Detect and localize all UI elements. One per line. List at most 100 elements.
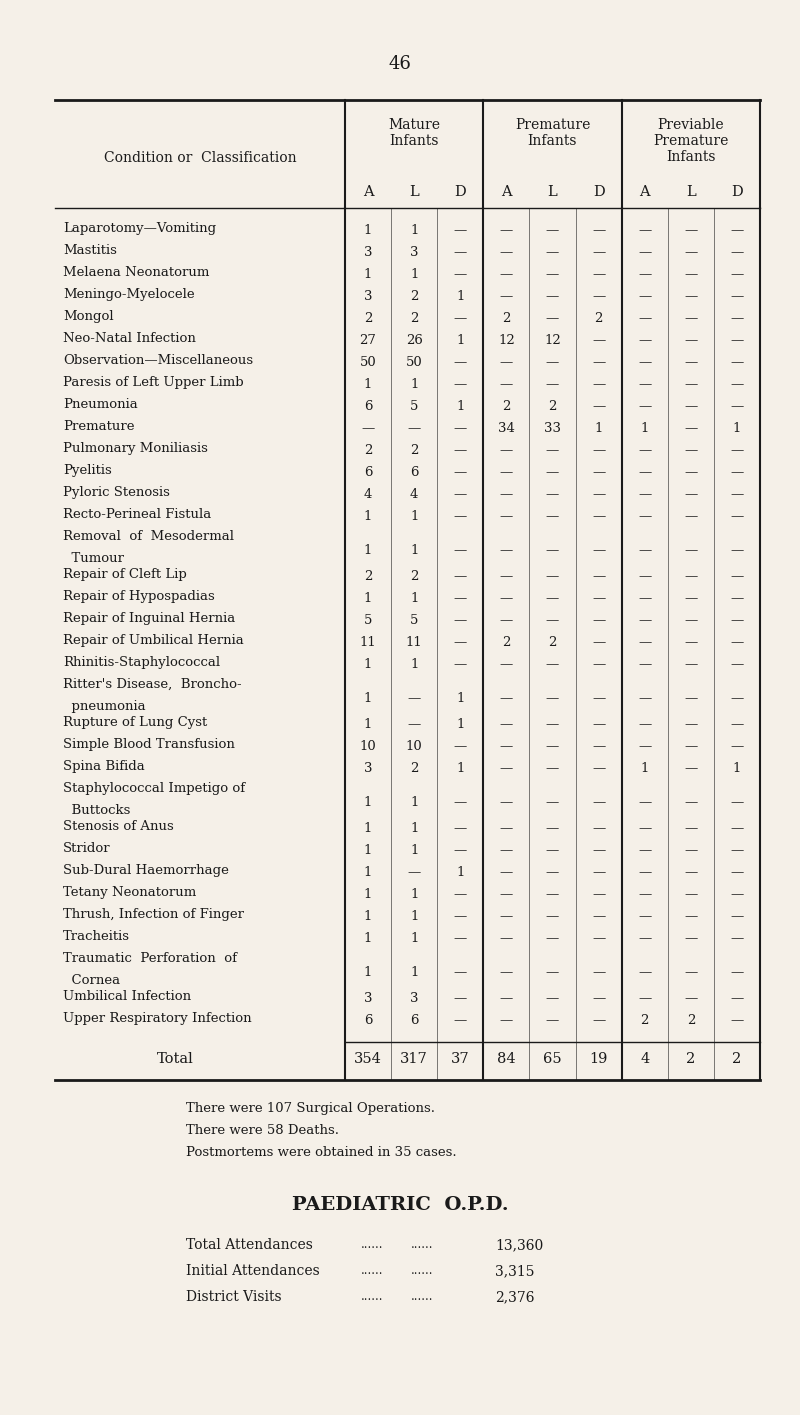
Text: —: — — [546, 822, 559, 835]
Text: 2: 2 — [364, 313, 372, 325]
Text: —: — — [730, 797, 743, 809]
Text: —: — — [638, 334, 651, 348]
Text: —: — — [730, 822, 743, 835]
Text: Upper Respiratory Infection: Upper Respiratory Infection — [63, 1012, 252, 1024]
Text: Sub-Dural Haemorrhage: Sub-Dural Haemorrhage — [63, 865, 229, 877]
Text: —: — — [500, 614, 513, 627]
Text: —: — — [592, 637, 606, 649]
Text: —: — — [454, 845, 467, 857]
Text: —: — — [454, 593, 467, 606]
Text: —: — — [730, 545, 743, 558]
Text: 3: 3 — [410, 992, 418, 1006]
Text: Simple Blood Transfusion: Simple Blood Transfusion — [63, 739, 235, 751]
Text: —: — — [546, 378, 559, 392]
Text: —: — — [454, 889, 467, 901]
Text: 2: 2 — [364, 444, 372, 457]
Text: 2: 2 — [502, 637, 510, 649]
Text: —: — — [638, 692, 651, 705]
Text: —: — — [546, 1015, 559, 1027]
Text: —: — — [592, 444, 606, 457]
Text: —: — — [638, 992, 651, 1006]
Text: —: — — [684, 719, 698, 732]
Text: 65: 65 — [543, 1051, 562, 1065]
Text: 3: 3 — [364, 290, 372, 303]
Text: —: — — [730, 511, 743, 524]
Text: 2: 2 — [410, 570, 418, 583]
Text: —: — — [684, 740, 698, 754]
Text: —: — — [730, 378, 743, 392]
Text: —: — — [684, 488, 698, 501]
Text: 1: 1 — [364, 225, 372, 238]
Text: —: — — [684, 845, 698, 857]
Text: —: — — [500, 797, 513, 809]
Text: 1: 1 — [364, 719, 372, 732]
Text: 2: 2 — [502, 400, 510, 413]
Text: —: — — [546, 444, 559, 457]
Text: —: — — [546, 889, 559, 901]
Text: —: — — [500, 488, 513, 501]
Text: —: — — [684, 378, 698, 392]
Text: 3,315: 3,315 — [495, 1264, 535, 1278]
Text: —: — — [546, 570, 559, 583]
Text: 1: 1 — [410, 545, 418, 558]
Text: —: — — [638, 740, 651, 754]
Text: —: — — [592, 378, 606, 392]
Text: —: — — [592, 692, 606, 705]
Text: —: — — [592, 763, 606, 775]
Text: Mature
Infants: Mature Infants — [388, 117, 440, 149]
Text: —: — — [638, 444, 651, 457]
Text: —: — — [730, 866, 743, 880]
Text: 1: 1 — [364, 866, 372, 880]
Text: Mongol: Mongol — [63, 310, 114, 323]
Text: —: — — [684, 467, 698, 480]
Text: —: — — [546, 290, 559, 303]
Text: —: — — [592, 570, 606, 583]
Text: D: D — [593, 185, 605, 200]
Text: —: — — [546, 545, 559, 558]
Text: —: — — [730, 992, 743, 1006]
Text: 1: 1 — [641, 423, 649, 436]
Text: —: — — [500, 889, 513, 901]
Text: Repair of Hypospadias: Repair of Hypospadias — [63, 590, 214, 603]
Text: —: — — [500, 246, 513, 259]
Text: —: — — [454, 225, 467, 238]
Text: —: — — [684, 637, 698, 649]
Text: Repair of Cleft Lip: Repair of Cleft Lip — [63, 567, 186, 582]
Text: —: — — [684, 225, 698, 238]
Text: 12: 12 — [544, 334, 561, 348]
Text: L: L — [686, 185, 696, 200]
Text: 1: 1 — [410, 658, 418, 672]
Text: 317: 317 — [400, 1051, 428, 1065]
Text: 2: 2 — [410, 313, 418, 325]
Text: ......: ...... — [361, 1264, 383, 1276]
Text: —: — — [546, 614, 559, 627]
Text: 12: 12 — [498, 334, 514, 348]
Text: —: — — [684, 763, 698, 775]
Text: Ritter's Disease,  Broncho-: Ritter's Disease, Broncho- — [63, 678, 242, 691]
Text: 1: 1 — [733, 763, 741, 775]
Text: 1: 1 — [364, 269, 372, 282]
Text: Buttocks: Buttocks — [63, 804, 130, 816]
Text: —: — — [592, 910, 606, 924]
Text: —: — — [592, 797, 606, 809]
Text: —: — — [454, 570, 467, 583]
Text: ......: ...... — [410, 1290, 433, 1303]
Text: —: — — [730, 593, 743, 606]
Text: —: — — [500, 740, 513, 754]
Text: 1: 1 — [364, 545, 372, 558]
Text: 1: 1 — [594, 423, 602, 436]
Text: —: — — [546, 719, 559, 732]
Text: 6: 6 — [364, 1015, 372, 1027]
Text: —: — — [500, 658, 513, 672]
Text: Paresis of Left Upper Limb: Paresis of Left Upper Limb — [63, 376, 244, 389]
Text: There were 58 Deaths.: There were 58 Deaths. — [186, 1124, 338, 1138]
Text: 2: 2 — [410, 763, 418, 775]
Text: 1: 1 — [364, 822, 372, 835]
Text: Pulmonary Moniliasis: Pulmonary Moniliasis — [63, 441, 208, 456]
Text: —: — — [546, 658, 559, 672]
Text: 5: 5 — [410, 400, 418, 413]
Text: 6: 6 — [410, 1015, 418, 1027]
Text: 34: 34 — [498, 423, 515, 436]
Text: 13,360: 13,360 — [495, 1238, 544, 1252]
Text: —: — — [730, 488, 743, 501]
